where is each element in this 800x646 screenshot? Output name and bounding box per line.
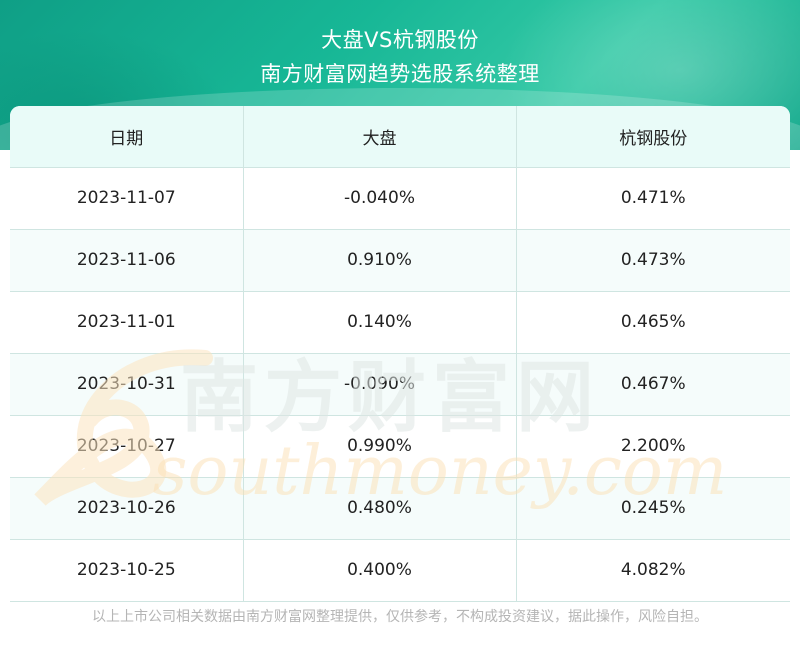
data-table-card: 日期 大盘 杭钢股份 2023-11-07 -0.040% 0.471% 202… xyxy=(10,106,790,602)
cell-date: 2023-11-07 xyxy=(10,167,244,230)
cell-market: 0.990% xyxy=(243,415,517,478)
cell-market: 0.910% xyxy=(243,229,517,292)
cell-stock: 0.465% xyxy=(516,291,790,354)
cell-market: -0.090% xyxy=(243,353,517,416)
cell-market: 0.480% xyxy=(243,477,517,540)
cell-stock: 0.473% xyxy=(516,229,790,292)
cell-date: 2023-10-31 xyxy=(10,353,244,416)
column-header-date: 日期 xyxy=(10,106,244,168)
page-subtitle: 南方财富网趋势选股系统整理 xyxy=(260,62,540,86)
table-row: 2023-10-25 0.400% 4.082% xyxy=(10,539,790,602)
column-header-market: 大盘 xyxy=(243,106,517,168)
table-row: 2023-11-01 0.140% 0.465% xyxy=(10,291,790,354)
table-header-row: 日期 大盘 杭钢股份 xyxy=(10,106,790,168)
table-row: 2023-11-07 -0.040% 0.471% xyxy=(10,167,790,230)
cell-date: 2023-11-06 xyxy=(10,229,244,292)
cell-stock: 0.471% xyxy=(516,167,790,230)
column-header-stock: 杭钢股份 xyxy=(516,106,790,168)
cell-date: 2023-10-27 xyxy=(10,415,244,478)
cell-market: -0.040% xyxy=(243,167,517,230)
cell-market: 0.400% xyxy=(243,539,517,602)
comparison-table: 日期 大盘 杭钢股份 2023-11-07 -0.040% 0.471% 202… xyxy=(10,106,790,602)
cell-stock: 0.467% xyxy=(516,353,790,416)
table-row: 2023-10-27 0.990% 2.200% xyxy=(10,415,790,478)
page-title: 大盘VS杭钢股份 xyxy=(321,28,479,52)
cell-market: 0.140% xyxy=(243,291,517,354)
table-row: 2023-10-26 0.480% 0.245% xyxy=(10,477,790,540)
footer-disclaimer: 以上上市公司相关数据由南方财富网整理提供，仅供参考，不构成投资建议，据此操作，风… xyxy=(92,609,708,625)
cell-stock: 4.082% xyxy=(516,539,790,602)
table-row: 2023-11-06 0.910% 0.473% xyxy=(10,229,790,292)
cell-date: 2023-11-01 xyxy=(10,291,244,354)
table-row: 2023-10-31 -0.090% 0.467% xyxy=(10,353,790,416)
cell-stock: 2.200% xyxy=(516,415,790,478)
cell-date: 2023-10-26 xyxy=(10,477,244,540)
cell-stock: 0.245% xyxy=(516,477,790,540)
cell-date: 2023-10-25 xyxy=(10,539,244,602)
